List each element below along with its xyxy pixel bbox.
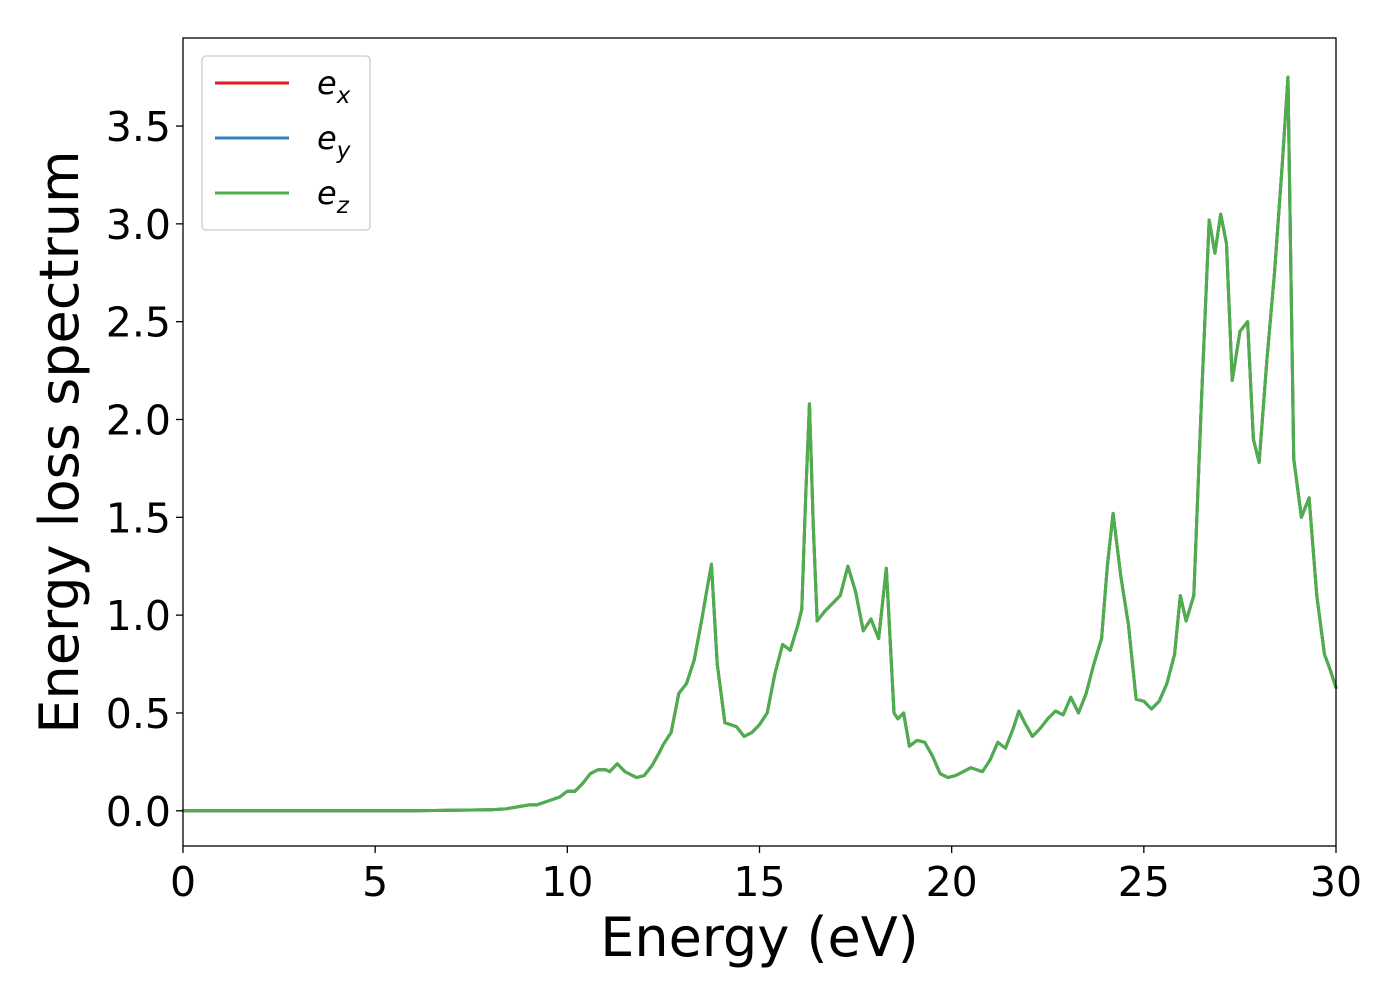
series-layer xyxy=(181,75,1338,813)
y-tick-label: 3.5 xyxy=(106,103,171,151)
y-tick-label: 2.0 xyxy=(106,397,171,445)
legend-label-subscript: z xyxy=(336,193,350,219)
y-tick-label: 1.0 xyxy=(106,592,171,640)
x-axis-ticks: 0 5 10 15 20 25 30 xyxy=(170,846,1362,906)
legend-label: ez xyxy=(317,174,350,219)
legend-label: ex xyxy=(317,64,351,109)
y-tick-label: 2.5 xyxy=(106,299,171,347)
y-tick-label: 0.5 xyxy=(106,690,171,738)
legend-label-subscript: y xyxy=(336,138,351,164)
x-tick-label: 10 xyxy=(541,858,593,906)
x-tick-label: 25 xyxy=(1118,858,1170,906)
legend-label: ey xyxy=(317,119,351,164)
x-tick-label: 0 xyxy=(170,858,196,906)
x-tick-label: 5 xyxy=(362,858,388,906)
y-tick-label: 3.0 xyxy=(106,201,171,249)
legend-box xyxy=(201,55,371,231)
series-line-e-z xyxy=(181,75,1338,813)
legend-label-subscript: x xyxy=(336,83,351,109)
y-axis-ticks: 0.0 0.5 1.0 1.5 2.0 2.5 3.0 3.5 xyxy=(106,103,183,836)
x-axis-label: Energy (eV) xyxy=(600,906,919,969)
legend-label-base: e xyxy=(317,174,337,212)
y-tick-label: 0.0 xyxy=(106,788,171,836)
y-tick-label: 1.5 xyxy=(106,494,171,542)
x-tick-label: 15 xyxy=(733,858,785,906)
legend-label-base: e xyxy=(317,64,337,102)
x-tick-label: 30 xyxy=(1310,858,1362,906)
y-axis-label: Energy loss spectrum xyxy=(28,150,91,733)
x-tick-label: 20 xyxy=(926,858,978,906)
legend-label-base: e xyxy=(317,119,337,157)
